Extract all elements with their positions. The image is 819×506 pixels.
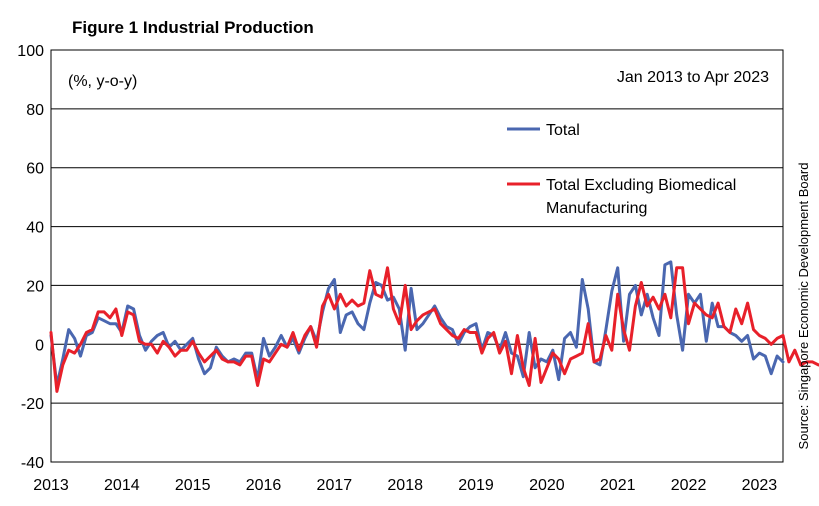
x-tick-label: 2013 [33, 477, 69, 494]
y-tick-label: 0 [35, 337, 44, 354]
plot-area [50, 49, 784, 463]
x-tick-label: 2016 [246, 477, 282, 494]
y-tick-label: 20 [26, 278, 44, 295]
x-tick-label: 2019 [458, 477, 494, 494]
x-tick-label: 2018 [387, 477, 423, 494]
y-axis-ticks: -40 -20 0 20 40 60 80 100 [17, 43, 44, 472]
x-tick-label: 2021 [600, 477, 636, 494]
x-tick-label: 2017 [317, 477, 353, 494]
x-tick-label: 2014 [104, 477, 140, 494]
x-tick-label: 2015 [175, 477, 211, 494]
y-tick-label: -20 [21, 396, 44, 413]
y-tick-label: 80 [26, 102, 44, 119]
unit-label: (%, y-o-y) [68, 73, 137, 90]
legend-label-total: Total [546, 122, 580, 139]
legend: Total Total Excluding Biomedical Manufact… [507, 122, 736, 217]
source-note: Source: Singapore Economic Development B… [796, 163, 811, 450]
series-lines [49, 260, 819, 393]
y-tick-label: -40 [21, 455, 44, 472]
series-line-total [49, 260, 785, 387]
y-tick-label: 40 [26, 220, 44, 237]
series-line-excl-biomedical [49, 266, 819, 393]
chart-title: Figure 1 Industrial Production [72, 18, 314, 37]
x-tick-label: 2020 [529, 477, 565, 494]
x-tick-label: 2023 [742, 477, 778, 494]
legend-label-excl-biomedical: Total Excluding Biomedical Manufacturing [546, 177, 736, 217]
x-tick-label: 2022 [671, 477, 707, 494]
y-tick-label: 60 [26, 161, 44, 178]
period-label: Jan 2013 to Apr 2023 [617, 69, 769, 86]
y-tick-label: 100 [17, 43, 44, 60]
x-axis-ticks: 2013 2014 2015 2016 2017 2018 2019 2020 2021 2022… [33, 477, 777, 494]
